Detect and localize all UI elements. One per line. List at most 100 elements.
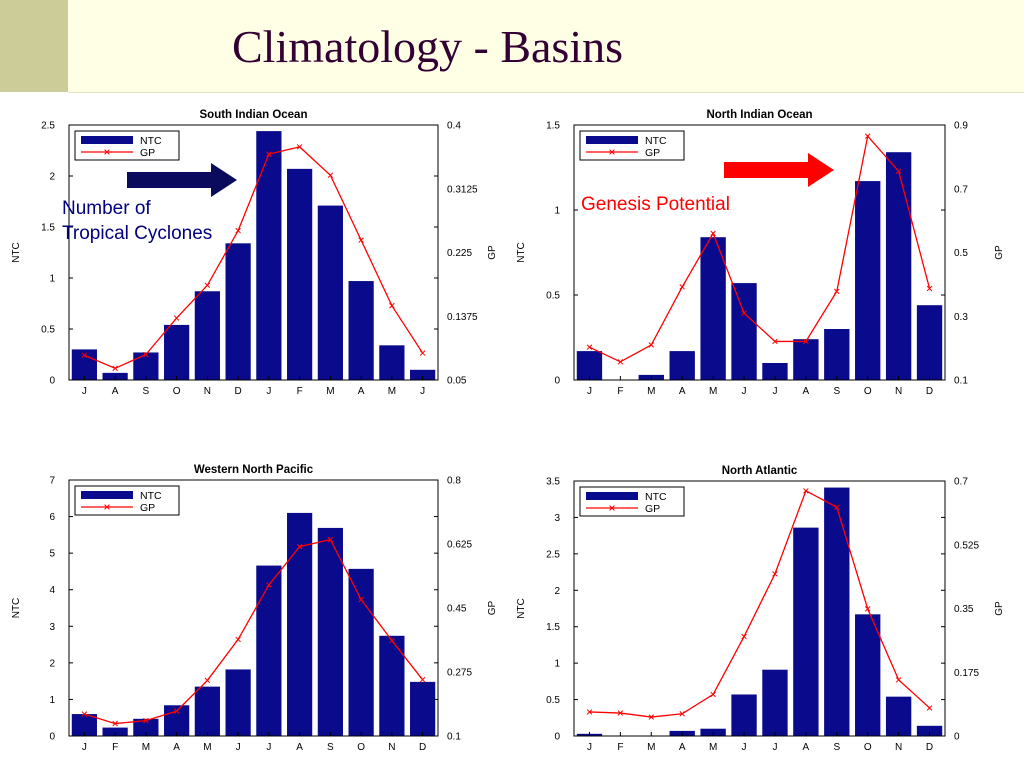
chart3-y2tick-label: 0.45: [447, 604, 467, 615]
chart2-xtick-label: J: [587, 386, 592, 397]
chart2-legend-gp-label: GP: [645, 147, 660, 159]
chart2-ytick-label: 1: [554, 206, 560, 217]
chart3-xtick-label: J: [236, 742, 241, 753]
chart2-bar-N: [885, 152, 912, 380]
chart4-bar-N: [885, 696, 912, 736]
chart1-gp-marker-M: [389, 302, 395, 309]
chart1-xtick-label: J: [420, 386, 425, 397]
chart1-ytick-label: 1: [49, 274, 55, 285]
chart3-xtick-label: D: [419, 742, 426, 753]
charts-area: South Indian Ocean00.511.522.50.050.1375…: [11, 109, 1005, 753]
chart1-gp-marker-A: [358, 237, 364, 243]
chart1-bar-S: [133, 352, 159, 380]
chart4-gp-marker-O: [864, 606, 871, 612]
chart4-gp-marker-M: [710, 691, 716, 698]
chart3-bar-S: [317, 527, 343, 736]
chart3-bar-J: [225, 669, 251, 736]
chart3-ytick-label: 1: [49, 695, 55, 706]
chart4-bar-O: [855, 614, 881, 736]
chart4-xtick-label: D: [926, 742, 933, 753]
chart4-xtick-label: N: [895, 742, 902, 753]
chart3-bar-A: [287, 512, 313, 736]
ntc-callout-line-2: Tropical Cyclones: [62, 223, 213, 244]
chart2-y2tick-label: 0.1: [954, 376, 968, 387]
ntc-callout-arrow: [127, 163, 237, 197]
chart1-y2tick-label: 0.4: [447, 121, 461, 132]
chart3-bar-M: [133, 718, 159, 736]
chart3-title: Western North Pacific: [194, 464, 314, 476]
chart1-legend-box: [74, 130, 180, 161]
chart3-bar-J: [71, 714, 97, 736]
chart3-gp-marker-A: [173, 708, 180, 714]
chart4-xtick-label: J: [772, 742, 777, 753]
chart4-y2tick-label: 0: [954, 732, 960, 743]
chart3-gp-line: [84, 538, 424, 725]
chart3-bar-O: [348, 568, 374, 736]
chart1-xtick-label: A: [358, 386, 365, 397]
chart1-bar-O: [164, 324, 190, 380]
chart1-title: South Indian Ocean: [200, 109, 308, 121]
chart4-ytick-label: 3: [554, 513, 560, 524]
chart4-gp-marker-F: [617, 710, 624, 716]
chart3-gp-marker-O: [358, 596, 364, 603]
chart3-ytick-label: 3: [49, 622, 55, 633]
chart2-xtick-label: S: [833, 386, 840, 397]
chart3-axes-box: [68, 479, 439, 737]
chart4-gp-marker-S: [834, 504, 840, 510]
chart3-ytick-label: 7: [49, 476, 55, 487]
chart1-gp-marker-J: [266, 151, 272, 157]
chart3-bar-J: [256, 565, 282, 736]
chart4-y2label: GP: [994, 601, 1005, 616]
chart3-y2tick-label: 0.625: [447, 540, 472, 551]
chart2-ytick-label: 1.5: [546, 121, 560, 132]
chart1-xtick-label: N: [204, 386, 211, 397]
chart2-xtick-label: J: [742, 386, 747, 397]
chart2-bar-D: [916, 305, 943, 380]
chart1-ylabel: NTC: [11, 242, 22, 263]
chart4-xtick-label: J: [587, 742, 592, 753]
chart3-ytick-label: 6: [49, 512, 55, 523]
chart3-legend-gp-marker: [104, 504, 110, 510]
chart3-gp-marker-N: [389, 637, 395, 644]
chart3-xtick-label: J: [266, 742, 271, 753]
chart3-ytick-label: 0: [49, 732, 55, 743]
chart4-gp-marker-D: [926, 705, 933, 711]
chart1-legend-gp-label: GP: [140, 147, 155, 159]
chart4-gp-marker-M: [648, 714, 655, 720]
chart1-y2tick-label: 0.225: [447, 248, 472, 259]
chart2-xtick-label: M: [647, 386, 655, 397]
chart3-gp-marker-J: [266, 582, 272, 588]
chart4-legend-box: [579, 486, 685, 517]
chart1-xtick-label: J: [82, 386, 87, 397]
chart2-legend-gp-marker: [609, 149, 615, 155]
chart1-bar-J: [256, 131, 282, 380]
chart1-bar-F: [287, 168, 313, 380]
chart4-xtick-label: O: [864, 742, 872, 753]
chart2-xtick-label: F: [617, 386, 623, 397]
chart3-xtick-label: F: [112, 742, 118, 753]
slide-header: Climatology - Basins: [0, 0, 1024, 92]
chart4-ytick-label: 0: [554, 732, 560, 743]
chart3-xtick-label: O: [357, 742, 365, 753]
chart2-gp-marker-J: [741, 310, 747, 316]
chart3-legend-gp-label: GP: [140, 502, 155, 514]
chart3-xtick-label: M: [203, 742, 211, 753]
chart3-legend-ntc-label: NTC: [140, 490, 162, 502]
chart3-xtick-label: J: [82, 742, 87, 753]
gp-callout: Genesis Potential: [581, 194, 730, 215]
chart1-bar-J: [410, 369, 436, 380]
chart2-y2tick-label: 0.3: [954, 312, 968, 323]
chart2-xtick-label: N: [895, 386, 902, 397]
chart3-gp-marker-A: [296, 543, 303, 550]
chart1-xtick-label: S: [143, 386, 150, 397]
chart1-gp-marker-O: [173, 315, 180, 321]
chart4-xtick-label: M: [709, 742, 717, 753]
chart3-gp-marker-D: [419, 676, 426, 683]
chart2-xtick-label: M: [709, 386, 717, 397]
chart3-y2tick-label: 0.8: [447, 476, 461, 487]
chart4-ytick-label: 1: [554, 659, 560, 670]
chart4-ytick-label: 1.5: [546, 622, 560, 633]
chart3-ytick-label: 5: [49, 549, 55, 560]
chart1-gp-marker-J: [419, 350, 426, 356]
chart3-xtick-label: S: [327, 742, 334, 753]
